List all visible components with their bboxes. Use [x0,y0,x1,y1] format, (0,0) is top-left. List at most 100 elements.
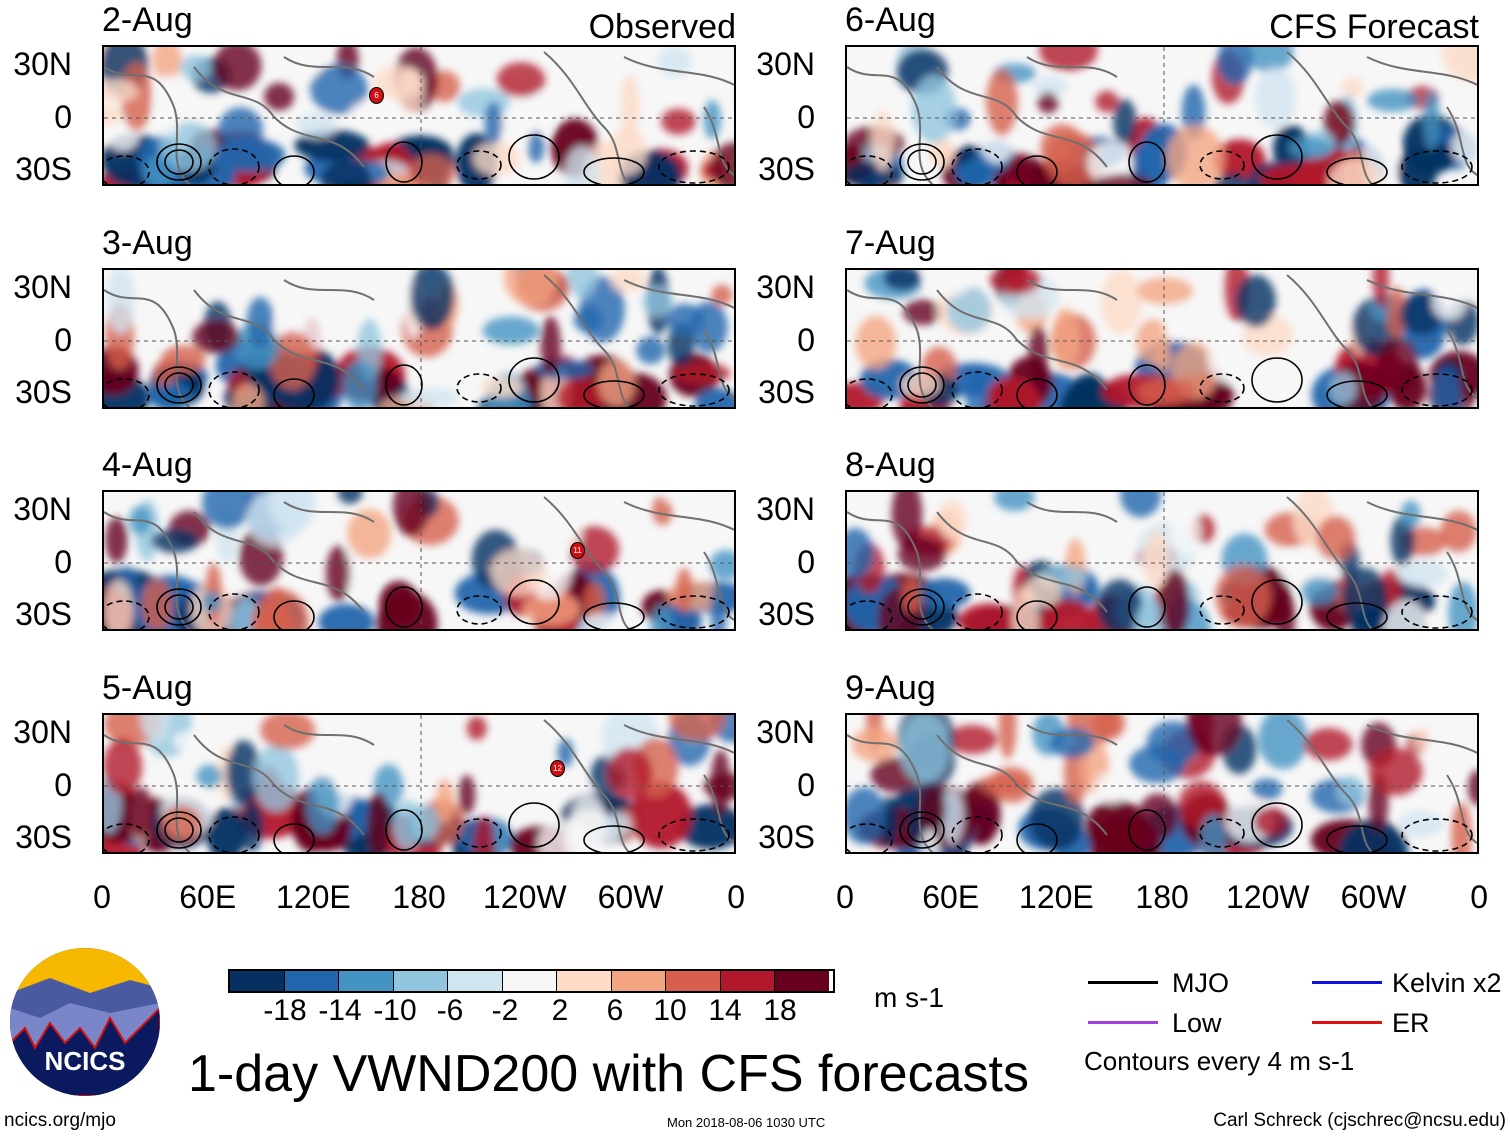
mjo-contour [208,593,260,629]
map-panel: 12 [102,713,736,854]
wind-anomaly-blob [1129,744,1186,784]
wind-anomaly-blob [240,801,264,852]
wind-anomaly-blob [379,581,419,626]
wind-anomaly-blob [1040,124,1085,172]
wind-anomaly-blob [1120,492,1162,518]
mjo-contour [907,817,937,843]
wind-anomaly-blob [883,270,922,291]
wind-anomaly-blob [105,516,128,564]
wind-anomaly-blob [1087,141,1134,184]
wind-anomaly-blob [1094,771,1130,805]
mjo-contour [385,141,423,183]
wind-anomaly-blob [1160,568,1190,629]
ncics-logo: NCICS [10,948,160,1096]
wind-anomaly-blob [320,160,373,184]
latitude-label: 0 [797,99,815,135]
colorbar-tick-label: 18 [763,994,797,1027]
wind-anomaly-blob [1095,90,1119,113]
map-panel [102,268,736,409]
wind-anomaly-blob [998,715,1017,759]
wind-anomaly-blob [710,581,727,629]
wind-anomaly-blob [347,508,392,560]
latitude-label: 30N [756,491,815,527]
wind-anomaly-blob [661,108,696,135]
wind-anomaly-blob [710,142,734,184]
longitude-label: 180 [1135,879,1189,915]
wind-anomaly-blob [152,359,176,387]
mjo-contour [208,816,260,852]
wind-anomaly-blob [213,47,262,91]
longitude-label: 120E [1019,879,1094,915]
wind-anomaly-blob [260,715,315,750]
mjo-contour [583,825,645,852]
wind-anomaly-blob [120,62,152,132]
mjo-contour [1128,586,1166,628]
mjo-contour [951,371,1003,407]
wind-anomaly-blob [1037,92,1059,114]
colorbar-tick-label: -10 [373,994,417,1027]
mjo-contour [1401,373,1473,407]
mjo-contour [1199,818,1245,848]
longitude-label: 0 [727,879,746,915]
wind-anomaly-blob [1448,581,1477,629]
wind-anomaly-blob [104,105,123,126]
wind-anomaly-blob [496,62,546,98]
latitude-label: 30S [758,374,815,410]
mjo-contour [1326,157,1388,184]
wind-anomaly-blob [1440,510,1477,553]
mjo-contour [1401,150,1473,184]
wind-anomaly-blob [104,79,138,103]
wind-anomaly-blob [1300,577,1339,605]
mjo-contour [658,595,730,629]
footer-author: Carl Schreck (cjschrec@ncsu.edu) [1213,1110,1506,1131]
wind-anomaly-blob [253,744,300,812]
wind-anomaly-blob [703,773,734,800]
wind-anomaly-blob [709,549,734,581]
panel-date-title: 5-Aug [102,669,193,707]
mjo-contour [1401,595,1473,629]
wind-anomaly-blob [521,592,581,626]
mjo-contour [508,802,560,848]
colorbar-tick-label: -18 [263,994,307,1027]
latitude-label: 30S [15,374,72,410]
wind-anomaly-blob [202,591,222,613]
latitude-label: 30N [756,46,815,82]
wind-anomaly-blob [581,613,627,629]
wind-anomaly-blob [1092,715,1126,740]
map-panel [845,45,1479,186]
wind-anomaly-blob [153,74,184,136]
colorbar-swatch [448,971,503,991]
colorbar-units: m s-1 [874,982,944,1013]
wind-anomaly-blob [607,747,652,799]
wind-anomaly-blob [652,495,673,526]
latitude-label: 30N [13,46,72,82]
wind-anomaly-blob [218,107,264,152]
wind-anomaly-blob [318,603,375,629]
footer-url[interactable]: ncics.org/mjo [4,1110,116,1131]
wind-anomaly-blob [325,545,351,602]
wind-anomaly-blob [263,82,295,111]
longitude-label: 60E [922,879,980,915]
wind-anomaly-blob [566,270,598,298]
mjo-contour [899,366,945,404]
legend-label: Low [1172,1008,1222,1038]
wind-anomaly-blob [668,715,726,742]
wind-anomaly-blob [1341,567,1388,628]
er-line-icon [1312,1021,1382,1024]
latitude-label: 30N [13,269,72,305]
tropical-storm-icon: 11 [570,542,585,559]
wind-anomaly-blob [409,270,455,330]
map-panel: 11 [102,490,736,631]
wind-anomaly-blob [482,316,540,345]
mjo-line-icon [1088,981,1158,984]
mjo-contour [104,600,150,629]
colorbar-tick-label: -6 [436,994,464,1027]
wind-anomaly-blob [337,492,363,504]
wind-anomaly-blob [1100,270,1142,335]
wind-anomaly-blob [1450,127,1477,166]
map-panel [845,490,1479,631]
wind-anomaly-blob [583,582,606,622]
colorbar [228,969,835,993]
mjo-contour [164,817,194,843]
mjo-contour [583,380,645,407]
